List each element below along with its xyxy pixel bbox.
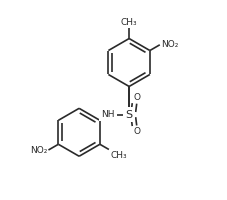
Text: NH: NH (101, 110, 115, 119)
Text: S: S (126, 110, 133, 120)
Text: NO₂: NO₂ (30, 146, 47, 155)
Text: NO₂: NO₂ (161, 40, 178, 49)
Text: CH₃: CH₃ (110, 151, 127, 160)
Text: O: O (133, 127, 140, 136)
Text: O: O (133, 93, 140, 102)
Text: CH₃: CH₃ (121, 18, 137, 27)
